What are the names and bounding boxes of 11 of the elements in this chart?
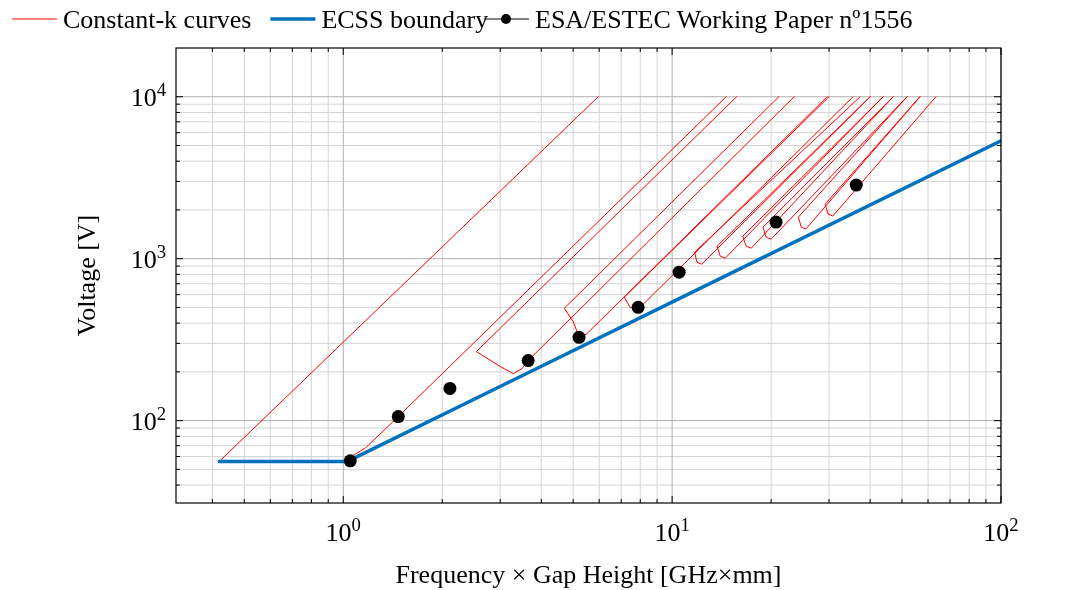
legend-label: Constant-k curves	[63, 5, 252, 34]
y-tick-label: 10$^{3}$	[130, 240, 166, 274]
y-axis-title: Voltage [V]	[72, 214, 101, 337]
y-tick-label: 10$^{4}$	[130, 78, 167, 112]
x-axis-title: Frequency × Gap Height [GHz×mm]	[395, 560, 782, 589]
legend-label: ESA/ESTEC Working Paper nº1556	[535, 5, 913, 34]
x-tick-label: 10$^{2}$	[983, 513, 1019, 547]
x-tick-label: 10$^{1}$	[654, 513, 690, 547]
legend-label: ECSS boundary	[321, 5, 489, 34]
x-tick-label: 10$^{0}$	[325, 513, 361, 547]
y-tick-label: 10$^{2}$	[130, 402, 166, 436]
